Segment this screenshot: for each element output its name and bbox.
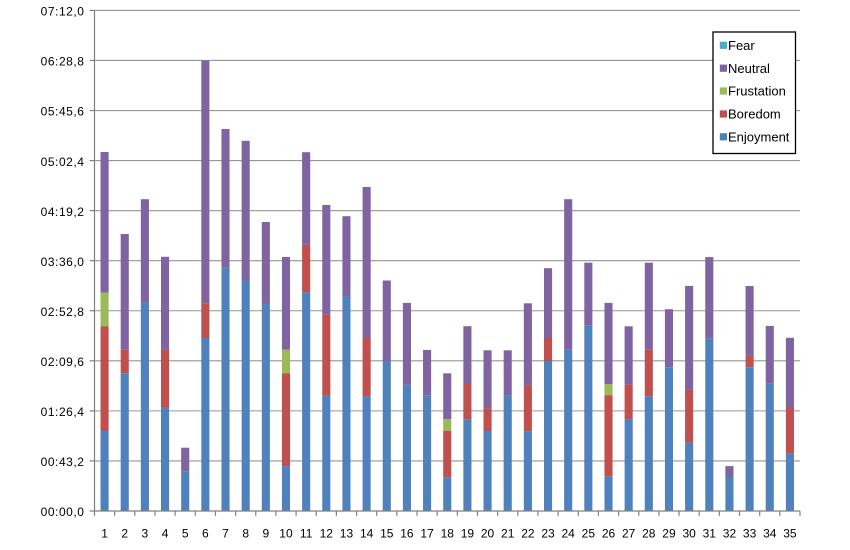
svg-text:5: 5 xyxy=(182,527,189,541)
svg-text:15: 15 xyxy=(380,527,394,541)
svg-text:02:52,8: 02:52,8 xyxy=(41,305,85,319)
svg-text:8: 8 xyxy=(242,527,249,541)
svg-text:03:36,0: 03:36,0 xyxy=(41,255,85,269)
svg-text:00:43,2: 00:43,2 xyxy=(41,455,85,469)
svg-text:02:09,6: 02:09,6 xyxy=(41,355,85,369)
svg-text:9: 9 xyxy=(262,527,269,541)
svg-text:7: 7 xyxy=(222,527,229,541)
svg-text:12: 12 xyxy=(320,527,334,541)
svg-text:4: 4 xyxy=(162,527,169,541)
svg-text:23: 23 xyxy=(541,527,555,541)
svg-text:22: 22 xyxy=(521,527,535,541)
svg-text:30: 30 xyxy=(682,527,696,541)
svg-text:Frustation: Frustation xyxy=(728,84,786,99)
svg-text:19: 19 xyxy=(461,527,475,541)
svg-text:17: 17 xyxy=(420,527,434,541)
svg-text:11: 11 xyxy=(300,527,313,541)
svg-text:25: 25 xyxy=(582,527,596,541)
svg-text:31: 31 xyxy=(703,527,717,541)
svg-text:33: 33 xyxy=(743,527,757,541)
svg-text:Enjoyment: Enjoyment xyxy=(728,129,790,144)
svg-text:24: 24 xyxy=(562,527,576,541)
svg-text:04:19,2: 04:19,2 xyxy=(41,205,85,219)
svg-text:1: 1 xyxy=(101,527,108,541)
svg-text:27: 27 xyxy=(622,527,636,541)
svg-text:6: 6 xyxy=(202,527,209,541)
svg-text:34: 34 xyxy=(763,527,777,541)
svg-text:20: 20 xyxy=(481,527,495,541)
svg-text:05:02,4: 05:02,4 xyxy=(41,155,85,169)
svg-text:05:45,6: 05:45,6 xyxy=(41,105,85,119)
svg-text:18: 18 xyxy=(441,527,455,541)
svg-text:3: 3 xyxy=(142,527,149,541)
svg-text:32: 32 xyxy=(723,527,737,541)
svg-text:26: 26 xyxy=(602,527,616,541)
svg-text:16: 16 xyxy=(400,527,414,541)
svg-text:2: 2 xyxy=(121,527,128,541)
svg-text:28: 28 xyxy=(642,527,656,541)
svg-text:01:26,4: 01:26,4 xyxy=(41,405,85,419)
svg-text:06:28,8: 06:28,8 xyxy=(41,55,85,69)
svg-text:Boredom: Boredom xyxy=(728,107,781,122)
svg-text:Neutral: Neutral xyxy=(728,61,770,76)
svg-text:07:12,0: 07:12,0 xyxy=(41,5,85,19)
svg-text:00:00,0: 00:00,0 xyxy=(41,505,85,519)
svg-text:14: 14 xyxy=(360,527,374,541)
svg-text:Fear: Fear xyxy=(728,38,755,53)
svg-text:21: 21 xyxy=(501,527,515,541)
svg-text:35: 35 xyxy=(783,527,797,541)
svg-text:13: 13 xyxy=(340,527,354,541)
svg-text:10: 10 xyxy=(279,527,293,541)
svg-text:29: 29 xyxy=(662,527,676,541)
